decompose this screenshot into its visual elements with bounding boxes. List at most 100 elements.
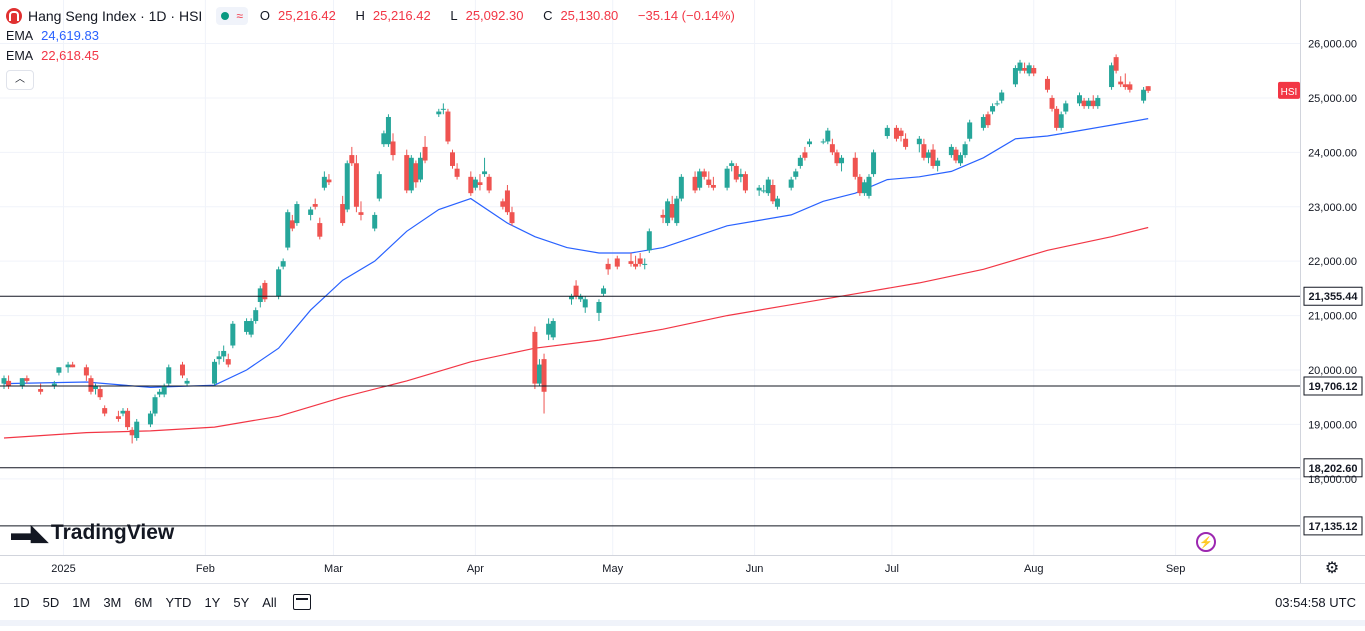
candle-down xyxy=(834,152,840,164)
candle-up xyxy=(999,92,1005,101)
time-tick-label: May xyxy=(602,563,623,575)
symbol-header: Hang Seng Index · 1D · HSI ≈ O 25,216.42 … xyxy=(6,6,743,26)
range-5y-button[interactable]: 5Y xyxy=(233,594,250,610)
candle-down xyxy=(605,263,611,270)
range-3m-button[interactable]: 3M xyxy=(103,594,122,610)
candle-up xyxy=(601,288,607,294)
price-tick-label: 24,000.00 xyxy=(1308,147,1357,159)
collapse-legend-button[interactable]: ︿ xyxy=(6,70,34,90)
candle-down xyxy=(660,214,666,218)
utc-clock[interactable]: 03:54:58 UTC xyxy=(1275,594,1356,610)
price-tick-label: 22,000.00 xyxy=(1308,256,1357,268)
candle-up xyxy=(925,152,931,158)
symbol-title[interactable]: Hang Seng Index · 1D · HSI xyxy=(28,8,203,24)
candle-up xyxy=(276,269,282,297)
candle-down xyxy=(38,389,44,392)
candle-down xyxy=(733,165,739,180)
high-value: 25,216.42 xyxy=(372,8,431,23)
candle-down xyxy=(710,185,716,188)
ema-slow-legend[interactable]: EMA 22,618.45 xyxy=(6,46,743,66)
candle-down xyxy=(390,141,396,156)
candle-up xyxy=(248,321,254,335)
candle-up xyxy=(825,130,831,142)
candle-up xyxy=(765,179,771,194)
candle-up xyxy=(871,152,877,175)
gear-icon[interactable]: ⚙ xyxy=(1324,560,1340,577)
candle-up xyxy=(372,214,378,229)
candle-up xyxy=(244,321,250,332)
candle-up xyxy=(385,116,391,145)
time-tick-label: Feb xyxy=(196,563,215,575)
candle-down xyxy=(225,359,231,365)
candle-up xyxy=(1,378,7,384)
ohlc-values: O 25,216.42 H 25,216.42 L 25,092.30 C 25,130… xyxy=(260,7,743,25)
candle-up xyxy=(440,108,446,110)
candle-down xyxy=(115,416,121,419)
candle-down xyxy=(628,261,634,264)
candle-down xyxy=(1031,68,1037,74)
tradingview-logo[interactable]: ▬◣ TradingView xyxy=(11,520,174,546)
delayed-data-icon: ≈ xyxy=(236,9,243,23)
candle-up xyxy=(184,380,190,384)
range-1d-button[interactable]: 1D xyxy=(13,594,30,610)
candle-up xyxy=(161,386,167,395)
candle-down xyxy=(262,282,268,300)
range-1m-button[interactable]: 1M xyxy=(72,594,91,610)
candle-down xyxy=(985,114,991,126)
candle-down xyxy=(340,204,346,224)
candle-up xyxy=(546,323,552,335)
candle-up xyxy=(990,106,996,112)
ema-slow-value: 22,618.45 xyxy=(41,48,99,63)
ema-fast-value: 24,619.83 xyxy=(41,28,99,43)
candle-up xyxy=(1095,97,1101,107)
candle-down xyxy=(692,176,698,191)
level-label: 21,355.44 xyxy=(1309,291,1359,303)
candle-down xyxy=(24,378,30,381)
ema-fast-label: EMA xyxy=(6,29,34,43)
candle-up xyxy=(596,301,602,313)
candle-up xyxy=(569,296,575,300)
high-key: H xyxy=(355,8,365,23)
candle-up xyxy=(221,350,227,357)
candle-up xyxy=(550,321,556,338)
candle-up xyxy=(51,383,57,387)
symbol-badge-box xyxy=(1278,81,1300,99)
candle-up xyxy=(1063,103,1069,112)
ema-fast-legend[interactable]: EMA 24,619.83 xyxy=(6,26,743,46)
range-6m-button[interactable]: 6M xyxy=(134,594,153,610)
lightning-icon[interactable]: ⚡ xyxy=(1196,532,1216,552)
candle-down xyxy=(500,201,506,207)
range-all-button[interactable]: All xyxy=(262,594,277,610)
range-1y-button[interactable]: 1Y xyxy=(204,594,221,610)
candle-up xyxy=(935,160,941,166)
candle-up xyxy=(724,168,730,188)
ema-slow-line xyxy=(3,226,1149,439)
candle-down xyxy=(477,182,483,185)
calendar-icon[interactable] xyxy=(292,594,311,610)
time-tick-label: 2025 xyxy=(51,563,75,575)
candle-up xyxy=(578,296,584,300)
level-label-box xyxy=(1303,286,1363,306)
time-tick-label: Jul xyxy=(885,563,899,575)
ema-fast-line xyxy=(3,118,1149,389)
candle-up xyxy=(280,261,286,267)
level-label: 19,706.12 xyxy=(1309,381,1358,393)
candle-down xyxy=(1127,84,1133,90)
candle-up xyxy=(916,138,922,145)
candle-down xyxy=(326,179,332,183)
candle-up xyxy=(147,413,153,425)
price-tick-label: 23,000.00 xyxy=(1308,202,1357,214)
candle-down xyxy=(614,258,620,267)
candle-down xyxy=(1090,100,1096,107)
candle-down xyxy=(504,190,510,213)
candle-down xyxy=(953,149,959,161)
range-5d-button[interactable]: 5D xyxy=(42,594,60,610)
candle-down xyxy=(468,176,474,194)
candle-up xyxy=(793,171,799,177)
candle-up xyxy=(472,179,478,188)
range-ytd-button[interactable]: YTD xyxy=(165,594,192,610)
market-status-pill[interactable]: ≈ xyxy=(216,7,248,25)
candle-up xyxy=(861,182,867,194)
candle-up xyxy=(958,155,964,164)
